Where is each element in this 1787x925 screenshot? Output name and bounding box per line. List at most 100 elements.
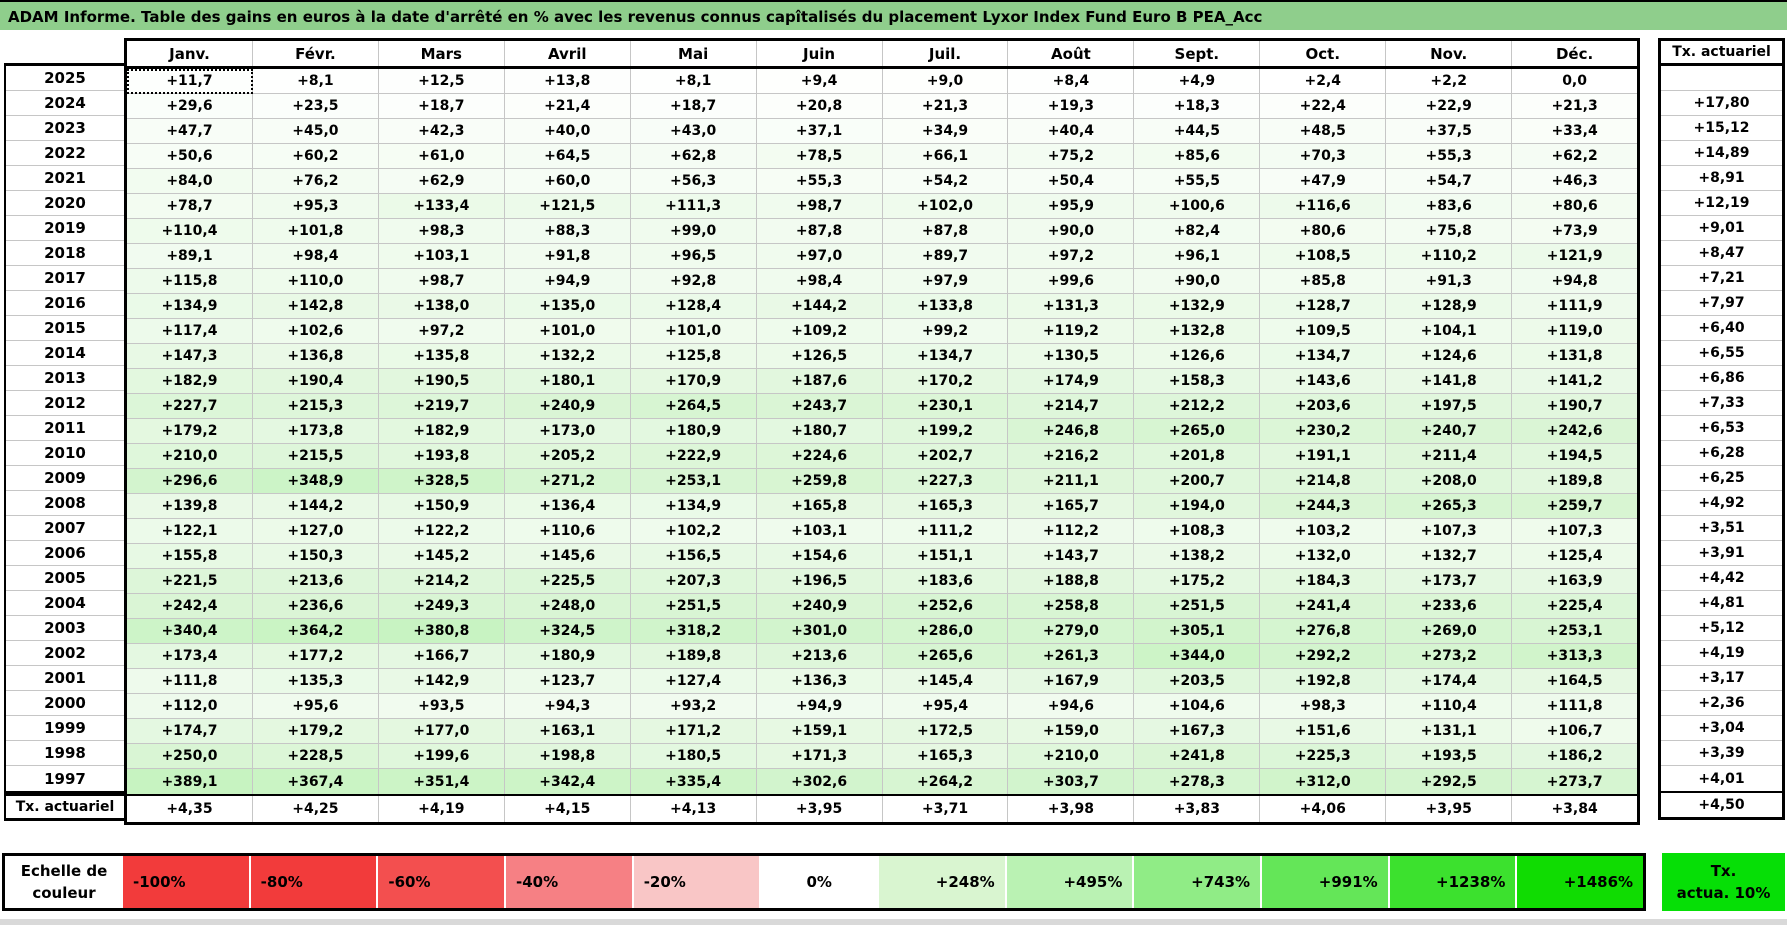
gain-cell-2011-12[interactable]: +242,6 [1512,419,1638,444]
gain-cell-2020-4[interactable]: +121,5 [504,194,631,219]
gain-cell-2020-2[interactable]: +95,3 [252,194,379,219]
gain-cell-2005-3[interactable]: +214,2 [378,569,505,594]
gain-cell-2023-9[interactable]: +44,5 [1134,119,1261,144]
gain-cell-2011-1[interactable]: +179,2 [127,419,253,444]
gain-cell-1998-10[interactable]: +225,3 [1260,744,1387,769]
tx-actuariel-cell-4[interactable]: +4,15 [504,796,631,822]
gain-cell-2013-7[interactable]: +170,2 [882,369,1009,394]
gain-cell-2000-1[interactable]: +112,0 [127,694,253,719]
gain-cell-2025-11[interactable]: +2,2 [1386,69,1513,94]
gain-cell-2024-11[interactable]: +22,9 [1386,94,1513,119]
gain-cell-2002-10[interactable]: +292,2 [1260,644,1387,669]
gain-cell-2003-7[interactable]: +286,0 [882,619,1009,644]
gain-cell-2019-5[interactable]: +99,0 [630,219,757,244]
gain-cell-2011-8[interactable]: +246,8 [1008,419,1135,444]
tx-column-cell-2012[interactable]: +7,33 [1661,391,1782,416]
gain-cell-1999-6[interactable]: +159,1 [756,719,883,744]
tx-column-cell-2022[interactable]: +14,89 [1661,141,1782,166]
gain-cell-2011-10[interactable]: +230,2 [1260,419,1387,444]
gain-cell-1999-1[interactable]: +174,7 [127,719,253,744]
gain-cell-2012-8[interactable]: +214,7 [1008,394,1135,419]
gain-cell-2016-1[interactable]: +134,9 [127,294,253,319]
gain-cell-2018-3[interactable]: +103,1 [378,244,505,269]
gain-cell-2003-2[interactable]: +364,2 [252,619,379,644]
gain-cell-2001-5[interactable]: +127,4 [630,669,757,694]
gain-cell-2010-1[interactable]: +210,0 [127,444,253,469]
gain-cell-2019-2[interactable]: +101,8 [252,219,379,244]
gain-cell-2024-9[interactable]: +18,3 [1134,94,1261,119]
gain-cell-2018-2[interactable]: +98,4 [252,244,379,269]
gain-cell-2022-6[interactable]: +78,5 [756,144,883,169]
gain-cell-2025-9[interactable]: +4,9 [1134,69,1261,94]
gain-cell-2014-12[interactable]: +131,8 [1512,344,1638,369]
gain-cell-2016-8[interactable]: +131,3 [1008,294,1135,319]
gain-cell-2009-6[interactable]: +259,8 [756,469,883,494]
tx-column-cell-2009[interactable]: +6,25 [1661,466,1782,491]
gain-cell-2019-7[interactable]: +87,8 [882,219,1009,244]
gain-cell-2011-9[interactable]: +265,0 [1134,419,1261,444]
tx-actuariel-cell-9[interactable]: +3,83 [1134,796,1261,822]
gain-cell-2022-3[interactable]: +61,0 [378,144,505,169]
gain-cell-2008-3[interactable]: +150,9 [378,494,505,519]
gain-cell-2020-1[interactable]: +78,7 [127,194,253,219]
gain-cell-2015-8[interactable]: +119,2 [1008,319,1135,344]
gain-cell-2011-5[interactable]: +180,9 [630,419,757,444]
gain-cell-2015-4[interactable]: +101,0 [504,319,631,344]
tx-column-cell-2000[interactable]: +2,36 [1661,691,1782,716]
gain-cell-2012-1[interactable]: +227,7 [127,394,253,419]
gain-cell-2011-11[interactable]: +240,7 [1386,419,1513,444]
gain-cell-2016-5[interactable]: +128,4 [630,294,757,319]
gain-cell-2022-12[interactable]: +62,2 [1512,144,1638,169]
gain-cell-1997-3[interactable]: +351,4 [378,769,505,794]
gain-cell-2021-2[interactable]: +76,2 [252,169,379,194]
gain-cell-1997-8[interactable]: +303,7 [1008,769,1135,794]
gain-cell-1997-7[interactable]: +264,2 [882,769,1009,794]
gain-cell-2008-7[interactable]: +165,3 [882,494,1009,519]
gain-cell-2015-3[interactable]: +97,2 [378,319,505,344]
gain-cell-2008-2[interactable]: +144,2 [252,494,379,519]
gain-cell-2010-6[interactable]: +224,6 [756,444,883,469]
gain-cell-2009-10[interactable]: +214,8 [1260,469,1387,494]
gain-cell-2014-5[interactable]: +125,8 [630,344,757,369]
gain-cell-2007-1[interactable]: +122,1 [127,519,253,544]
gain-cell-2014-2[interactable]: +136,8 [252,344,379,369]
gain-cell-2018-9[interactable]: +96,1 [1134,244,1261,269]
gain-cell-2017-2[interactable]: +110,0 [252,269,379,294]
gain-cell-1998-3[interactable]: +199,6 [378,744,505,769]
gain-cell-2021-9[interactable]: +55,5 [1134,169,1261,194]
gain-cell-2025-4[interactable]: +13,8 [504,69,631,94]
gain-cell-2014-7[interactable]: +134,7 [882,344,1009,369]
gain-cell-2006-4[interactable]: +145,6 [504,544,631,569]
gain-cell-2001-12[interactable]: +164,5 [1512,669,1638,694]
gain-cell-2011-4[interactable]: +173,0 [504,419,631,444]
tx-column-cell-2002[interactable]: +4,19 [1661,641,1782,666]
gain-cell-1998-11[interactable]: +193,5 [1386,744,1513,769]
gain-cell-2002-2[interactable]: +177,2 [252,644,379,669]
tx-actuariel-bottom-cell[interactable]: +4,50 [1661,791,1782,817]
gain-cell-2012-11[interactable]: +197,5 [1386,394,1513,419]
gain-cell-1997-1[interactable]: +389,1 [127,769,253,794]
gain-cell-2007-11[interactable]: +107,3 [1386,519,1513,544]
gain-cell-1999-2[interactable]: +179,2 [252,719,379,744]
gain-cell-2004-3[interactable]: +249,3 [378,594,505,619]
gain-cell-2014-11[interactable]: +124,6 [1386,344,1513,369]
gain-cell-2005-1[interactable]: +221,5 [127,569,253,594]
gain-cell-2017-9[interactable]: +90,0 [1134,269,1261,294]
gain-cell-2012-10[interactable]: +203,6 [1260,394,1387,419]
gain-cell-2004-5[interactable]: +251,5 [630,594,757,619]
gain-cell-2003-11[interactable]: +269,0 [1386,619,1513,644]
gain-cell-2018-1[interactable]: +89,1 [127,244,253,269]
gain-cell-2014-10[interactable]: +134,7 [1260,344,1387,369]
gain-cell-2013-8[interactable]: +174,9 [1008,369,1135,394]
tx-column-cell-2003[interactable]: +5,12 [1661,616,1782,641]
gain-cell-2006-11[interactable]: +132,7 [1386,544,1513,569]
tx-column-cell-1999[interactable]: +3,04 [1661,716,1782,741]
gain-cell-2016-2[interactable]: +142,8 [252,294,379,319]
gain-cell-2009-7[interactable]: +227,3 [882,469,1009,494]
gain-cell-2019-10[interactable]: +80,6 [1260,219,1387,244]
gain-cell-2010-4[interactable]: +205,2 [504,444,631,469]
gain-cell-2006-1[interactable]: +155,8 [127,544,253,569]
gain-cell-2019-3[interactable]: +98,3 [378,219,505,244]
gain-cell-2024-3[interactable]: +18,7 [378,94,505,119]
gain-cell-2008-8[interactable]: +165,7 [1008,494,1135,519]
